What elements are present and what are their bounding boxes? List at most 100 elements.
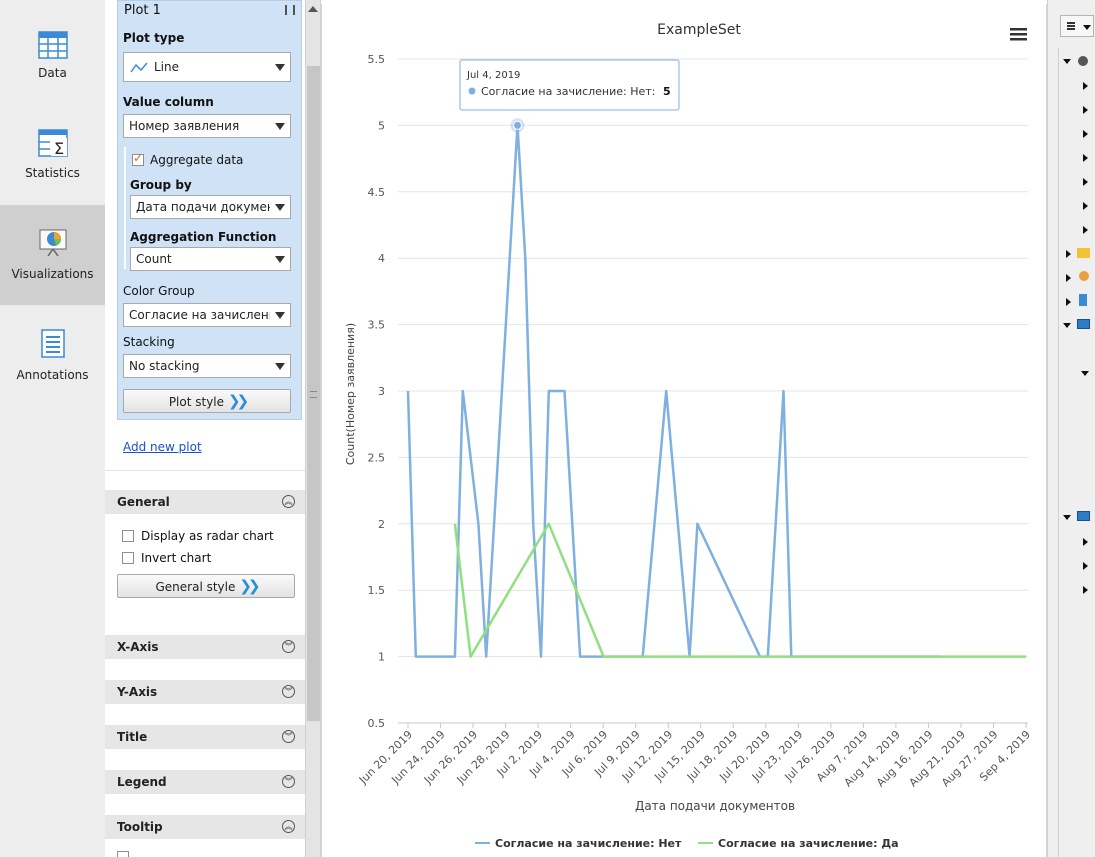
color-group-select[interactable]: Согласие на зачисление: [123, 303, 291, 327]
tree-expand-icon[interactable]: [1063, 515, 1071, 520]
plot-style-label: Plot style: [168, 395, 225, 409]
tree-collapse-icon[interactable]: [1083, 202, 1088, 210]
plot-1-box: Plot 1 Plot type Line Value column Номер…: [117, 0, 302, 420]
y-axis-title: Count(Номер заявления): [344, 323, 357, 465]
general-style-button[interactable]: General style ❯❯: [117, 574, 295, 598]
tree-collapse-icon[interactable]: [1083, 82, 1088, 90]
color-group-value: Согласие на зачисление: [129, 308, 270, 322]
tree-collapse-icon[interactable]: [1083, 538, 1088, 546]
group-by-label: Group by: [130, 178, 192, 192]
plot-style-button[interactable]: Plot style ❯❯: [123, 389, 291, 413]
list-icon: [1067, 22, 1075, 24]
hamburger-menu-icon[interactable]: [1010, 28, 1027, 41]
section-general[interactable]: General ︽: [105, 490, 305, 514]
nav-item-statistics[interactable]: Σ Statistics: [0, 104, 105, 204]
tree-collapse-icon[interactable]: [1083, 226, 1088, 234]
invert-chart-checkbox[interactable]: [122, 552, 134, 564]
right-panel-strip: [1047, 0, 1095, 857]
visualizations-icon: [39, 229, 67, 257]
drag-handle-icon[interactable]: [285, 5, 295, 15]
collapse-icon[interactable]: ︽: [282, 495, 295, 508]
add-new-plot-link[interactable]: Add new plot: [123, 440, 202, 454]
tooltip-date: Jul 4, 2019: [466, 70, 520, 81]
nav-item-label: Data: [38, 66, 67, 80]
panel-menu-button[interactable]: [1060, 15, 1094, 37]
stacking-label: Stacking: [123, 335, 175, 349]
tree-collapse-icon[interactable]: [1066, 298, 1071, 306]
tree-collapse-icon[interactable]: [1083, 178, 1088, 186]
line-chart-icon: [130, 62, 148, 73]
radar-chart-checkbox[interactable]: [122, 530, 134, 542]
tree-collapse-icon[interactable]: [1066, 250, 1071, 258]
tree-collapse-icon[interactable]: [1066, 274, 1071, 282]
chevron-down-icon: [275, 123, 285, 130]
tree-collapse-icon[interactable]: [1083, 154, 1088, 162]
value-column-value: Номер заявления: [129, 119, 240, 133]
aggregation-function-value: Count: [136, 252, 172, 266]
nav-item-annotations[interactable]: Annotations: [0, 304, 105, 404]
plot-type-select[interactable]: Line: [123, 52, 291, 82]
y-tick-label: 3.5: [368, 319, 386, 332]
section-title-options[interactable]: Title ︾: [105, 725, 305, 749]
chevron-down-icon: [275, 312, 285, 319]
tooltip-series: Согласие на зачисление: Нет:: [481, 85, 655, 98]
tree-collapse-icon[interactable]: [1083, 130, 1088, 138]
tooltip-series-dot: [468, 87, 476, 95]
expand-icon[interactable]: ︾: [282, 685, 295, 698]
nav-item-visualizations[interactable]: Visualizations: [0, 205, 105, 305]
tree-collapse-icon[interactable]: [1083, 106, 1088, 114]
section-tooltip[interactable]: Tooltip ︽: [105, 815, 305, 839]
panel-scrollbar[interactable]: [305, 0, 321, 857]
table-icon: [38, 31, 68, 59]
invert-chart-label: Invert chart: [141, 551, 212, 565]
monitor-icon: [1077, 319, 1090, 329]
expand-icon[interactable]: ︾: [282, 730, 295, 743]
nav-item-data[interactable]: Data: [0, 4, 105, 104]
divider: [105, 470, 305, 471]
chart-tooltip: Jul 4, 2019 Согласие на зачисление: Нет:…: [459, 59, 680, 111]
section-y-axis[interactable]: Y-Axis ︾: [105, 680, 305, 704]
aggregate-checkbox[interactable]: [132, 151, 144, 166]
series-lines: [406, 118, 1026, 658]
section-legend[interactable]: Legend ︾: [105, 770, 305, 794]
y-tick-label: 4.5: [368, 186, 386, 199]
group-by-value: Дата подачи документов: [136, 200, 270, 214]
y-tick-label: 3: [378, 385, 385, 398]
folder-icon: [1077, 248, 1090, 258]
tree-expand-icon[interactable]: [1063, 323, 1071, 328]
tree-expand-icon[interactable]: [1063, 59, 1071, 64]
left-navigation: Data Σ Statistics Visualizations: [0, 0, 106, 857]
users-icon: [1079, 271, 1089, 281]
series-line-da[interactable]: [453, 522, 1026, 658]
value-column-select[interactable]: Номер заявления: [123, 114, 291, 138]
plot-config-panel: Plot 1 Plot type Line Value column Номер…: [105, 0, 305, 857]
chart-title: ExampleSet: [657, 22, 741, 38]
section-x-axis[interactable]: X-Axis ︾: [105, 635, 305, 659]
database-icon: [1079, 294, 1087, 306]
scroll-thumb[interactable]: [307, 66, 320, 721]
aggregation-function-select[interactable]: Count: [130, 247, 291, 271]
legend-item-net[interactable]: Согласие на зачисление: Нет: [495, 837, 682, 850]
stacking-select[interactable]: No stacking: [123, 354, 291, 378]
y-tick-label: 2: [378, 518, 385, 531]
tooltip-option-checkbox[interactable]: [117, 851, 129, 857]
tree-collapse-icon[interactable]: [1083, 586, 1088, 594]
tree-expand-icon[interactable]: [1081, 371, 1089, 376]
expand-icon[interactable]: ︾: [282, 775, 295, 788]
expand-icon[interactable]: ︾: [282, 640, 295, 653]
radar-chart-label: Display as radar chart: [141, 529, 274, 543]
legend-item-da[interactable]: Согласие на зачисление: Да: [718, 837, 899, 850]
tree-collapse-icon[interactable]: [1083, 562, 1088, 570]
group-by-select[interactable]: Дата подачи документов: [130, 195, 291, 219]
chevron-down-icon: [275, 363, 285, 370]
section-title: Tooltip: [117, 820, 163, 834]
double-chevron-right-icon: ❯❯: [228, 392, 249, 410]
scroll-up-icon[interactable]: [308, 6, 318, 12]
collapse-icon[interactable]: ︽: [282, 820, 295, 833]
tooltip-value: 5: [663, 85, 671, 98]
hover-point[interactable]: [513, 120, 523, 130]
tree-guide: [1058, 48, 1059, 857]
legend: Согласие на зачисление: Нет Согласие на …: [475, 837, 899, 850]
section-title: Title: [117, 730, 148, 744]
annotations-icon: [41, 329, 65, 358]
